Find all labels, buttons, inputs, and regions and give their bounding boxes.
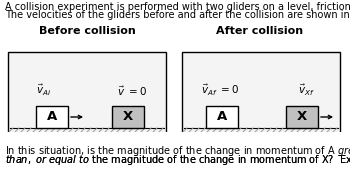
- Text: A: A: [217, 110, 227, 124]
- Text: Before collision: Before collision: [38, 26, 135, 36]
- Text: $\it{than,\ or\ equal\ to}$ the magnitude of the change in momentum of X?  Expla: $\it{than,\ or\ equal\ to}$ the magnitud…: [5, 153, 350, 167]
- Text: In this situation, is the magnitude of the change in momentum of A $\it{greater\: In this situation, is the magnitude of t…: [5, 144, 350, 158]
- Bar: [36, 106, 68, 128]
- Bar: [206, 106, 238, 128]
- Text: $\vec{v}_{Ai}$: $\vec{v}_{Ai}$: [36, 83, 51, 98]
- Text: In this situation, is the magnitude of the change in momentum of A: In this situation, is the magnitude of t…: [5, 144, 338, 154]
- Text: A collision experiment is performed with two gliders on a level, frictionless tr: A collision experiment is performed with…: [5, 2, 350, 12]
- Text: $\vec{v}_{Af}\ =0$: $\vec{v}_{Af}\ =0$: [201, 83, 239, 98]
- Text: A: A: [47, 110, 57, 124]
- Bar: [286, 106, 318, 128]
- Bar: [112, 106, 144, 128]
- Text: After collision: After collision: [216, 26, 307, 36]
- Bar: [8, 52, 166, 140]
- Bar: [182, 52, 340, 140]
- Text: The velocities of the gliders before and after the collision are shown in the di: The velocities of the gliders before and…: [5, 10, 350, 20]
- Text: $\vec{v}_{Xf}$: $\vec{v}_{Xf}$: [298, 83, 314, 98]
- Text: $\mathit{than,\ or\ equal\ to}$ the magnitude of the change in momentum of X?  E: $\mathit{than,\ or\ equal\ to}$ the magn…: [5, 153, 350, 167]
- Text: X: X: [297, 110, 307, 124]
- Text: In this situation, is the magnitude of the change in momentum of A $\mathit{grea: In this situation, is the magnitude of t…: [5, 144, 350, 158]
- Text: $\vec{v}\ =0$: $\vec{v}\ =0$: [117, 85, 147, 98]
- Text: X: X: [123, 110, 133, 124]
- Bar: [0, 132, 350, 155]
